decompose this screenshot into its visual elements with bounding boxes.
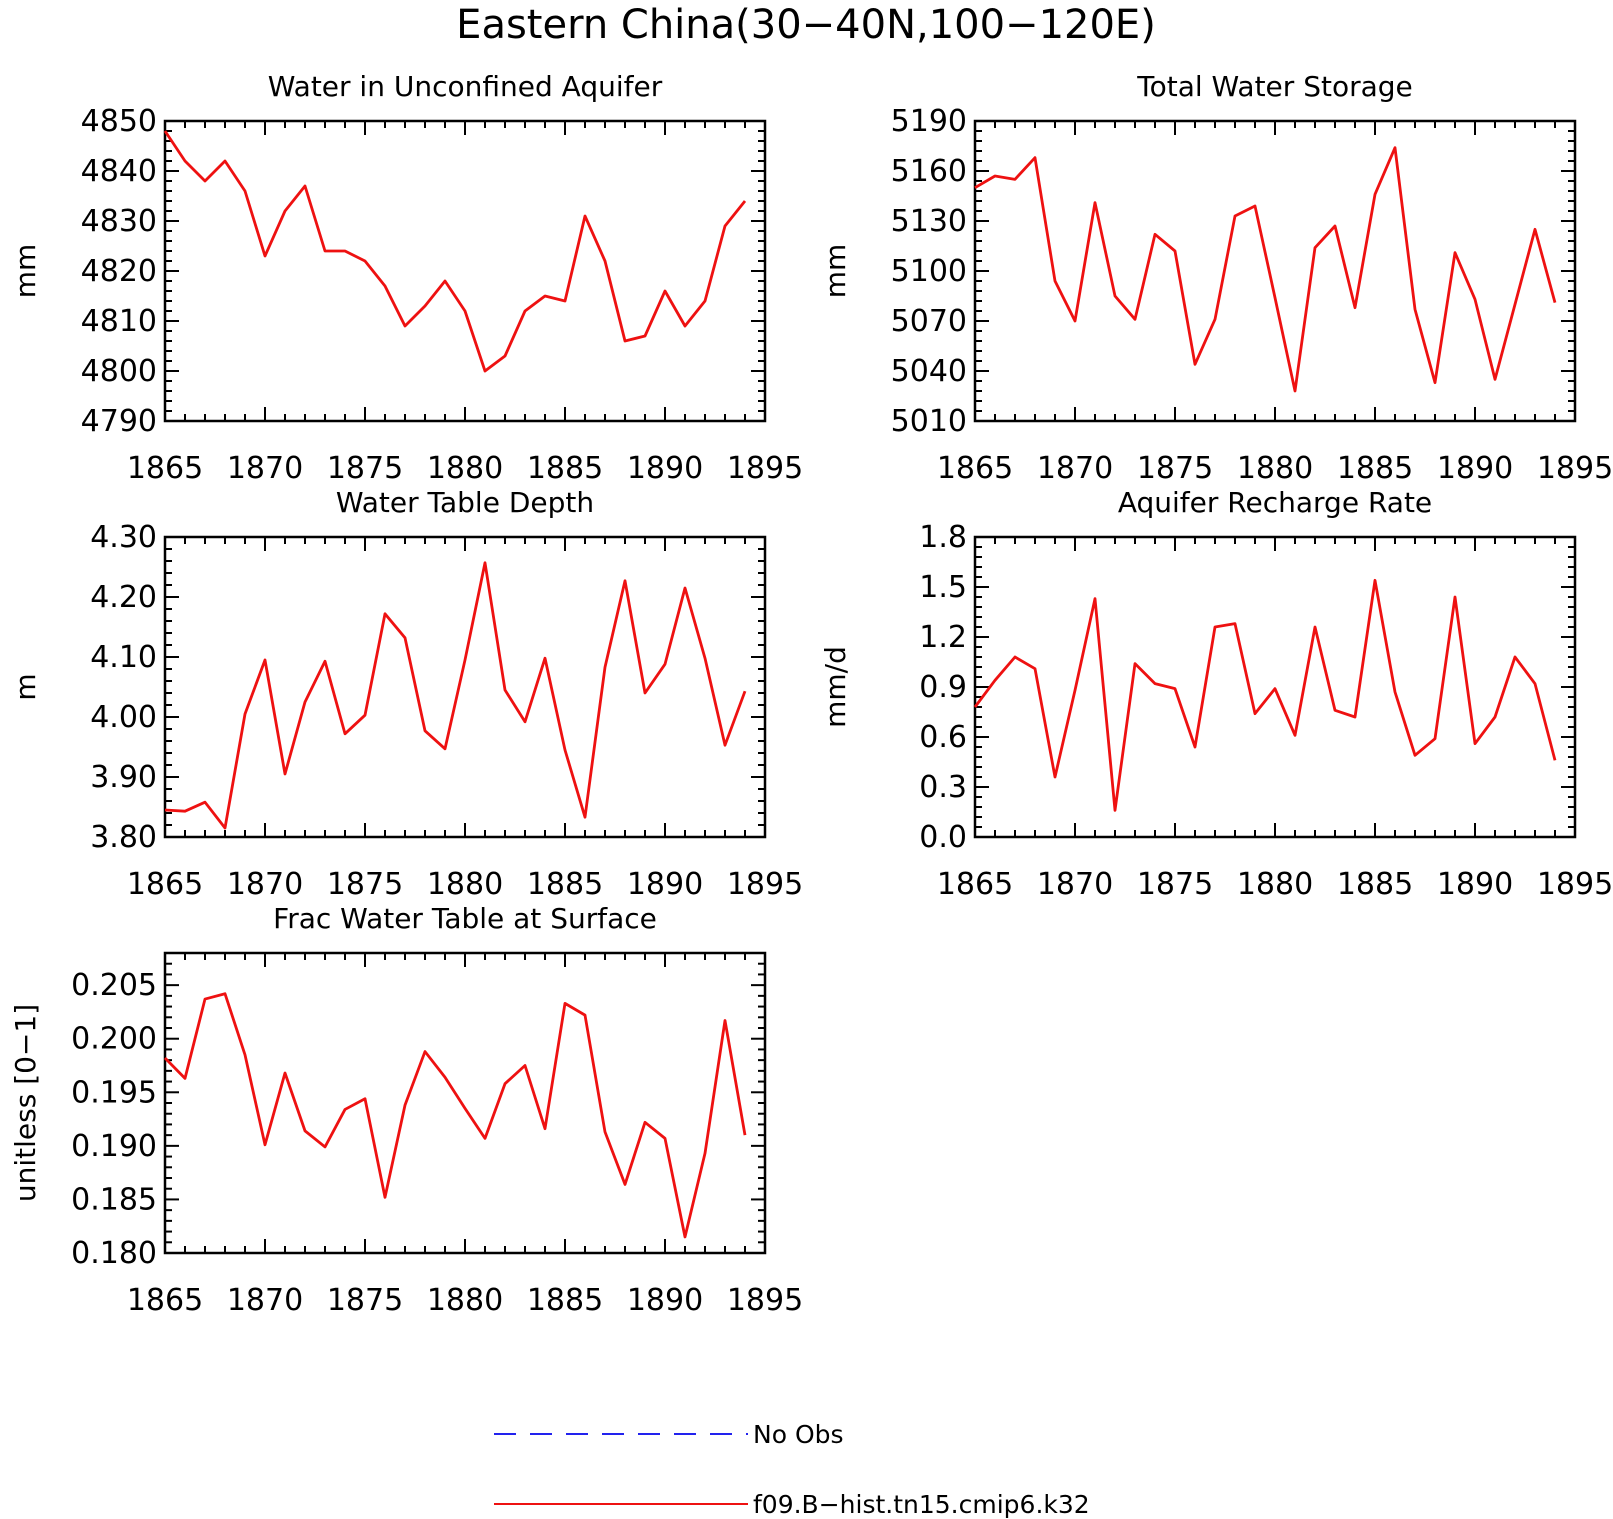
xtick-label: 1890 <box>627 867 703 902</box>
xtick-label: 1880 <box>427 451 503 486</box>
ytick-label: 4810 <box>81 304 157 339</box>
xtick-label: 1890 <box>1437 451 1513 486</box>
ytick-label: 3.90 <box>90 760 157 795</box>
ytick-label: 5010 <box>891 404 967 439</box>
ytick-label: 4800 <box>81 354 157 389</box>
ytick-label: 0.3 <box>919 770 967 805</box>
ytick-label: 0.200 <box>71 1022 157 1057</box>
xtick-label: 1885 <box>527 867 603 902</box>
series-line-frac-water-table-at-surface <box>164 992 747 1239</box>
series-line-aquifer-recharge-rate <box>973 578 1557 812</box>
plot-frame-total-water-storage <box>973 119 1577 423</box>
plot-frame-aquifer-recharge-rate <box>973 535 1577 839</box>
xtick-label: 1890 <box>627 451 703 486</box>
ylabel-aquifer-recharge-rate: mm/d <box>819 646 852 728</box>
ytick-label: 4.20 <box>90 580 157 615</box>
xtick-label: 1890 <box>627 1283 703 1318</box>
xtick-label: 1895 <box>1537 451 1613 486</box>
xtick-label: 1865 <box>937 867 1013 902</box>
ytick-label: 5190 <box>891 104 967 139</box>
ytick-label: 4840 <box>81 154 157 189</box>
xtick-label: 1870 <box>227 1283 303 1318</box>
ytick-label: 4820 <box>81 254 157 289</box>
xtick-label: 1870 <box>1037 867 1113 902</box>
xtick-label: 1875 <box>1137 867 1213 902</box>
xtick-label: 1885 <box>1337 451 1413 486</box>
ytick-label: 0.180 <box>71 1236 157 1271</box>
ylabel-water-table-depth: m <box>9 673 42 700</box>
legend-entry-model: f09.B−hist.tn15.cmip6.k32 <box>494 1490 1090 1519</box>
legend: No Obs f09.B−hist.tn15.cmip6.k32 <box>494 1420 1090 1519</box>
panel-frac-water-table-at-surface: Frac Water Table at Surface unitless [0−1… <box>9 902 803 1318</box>
xtick-label: 1870 <box>227 867 303 902</box>
ytick-label: 5160 <box>891 154 967 189</box>
ytick-label: 0.6 <box>919 720 967 755</box>
ylabel-water-in-unconfined-aquifer: mm <box>9 244 42 299</box>
ytick-label: 0.185 <box>71 1182 157 1217</box>
panel-title-aquifer-recharge-rate: Aquifer Recharge Rate <box>1118 486 1432 519</box>
ytick-label: 0.0 <box>919 820 967 855</box>
ylabel-total-water-storage: mm <box>819 244 852 299</box>
ytick-label: 4790 <box>81 404 157 439</box>
xtick-label: 1870 <box>227 451 303 486</box>
xtick-label: 1885 <box>1337 867 1413 902</box>
xtick-label: 1880 <box>427 1283 503 1318</box>
ytick-label: 5100 <box>891 254 967 289</box>
ytick-label: 5070 <box>891 304 967 339</box>
series-line-water-in-unconfined-aquifer <box>163 130 747 373</box>
xtick-label: 1865 <box>127 1283 203 1318</box>
xtick-label: 1880 <box>1237 867 1313 902</box>
xtick-label: 1890 <box>1437 867 1513 902</box>
panel-total-water-storage: Total Water Storage mm 1865 1870 1875 1880 188… <box>819 70 1613 486</box>
xtick-label: 1885 <box>527 451 603 486</box>
panel-water-table-depth: Water Table Depth m 1865 1870 1875 1880 1885 18… <box>9 486 803 902</box>
panel-title-water-table-depth: Water Table Depth <box>336 486 594 519</box>
xtick-label: 1865 <box>127 867 203 902</box>
ytick-label: 0.190 <box>71 1129 157 1164</box>
ytick-label: 0.9 <box>919 670 967 705</box>
xtick-label: 1875 <box>327 451 403 486</box>
ytick-label: 5040 <box>891 354 967 389</box>
panel-water-in-unconfined-aquifer: Water in Unconfined Aquifer mm 1865 1870 187… <box>9 70 803 486</box>
ytick-label: 4830 <box>81 204 157 239</box>
panel-title-total-water-storage: Total Water Storage <box>1136 70 1413 103</box>
xtick-label: 1865 <box>127 451 203 486</box>
panel-title-water-in-unconfined-aquifer: Water in Unconfined Aquifer <box>268 70 663 103</box>
series-line-water-table-depth <box>164 561 747 830</box>
ytick-label: 5130 <box>891 204 967 239</box>
xtick-label: 1870 <box>1037 451 1113 486</box>
ytick-label: 4.30 <box>90 520 157 555</box>
ytick-label: 1.8 <box>919 520 967 555</box>
xtick-label: 1895 <box>727 867 803 902</box>
xtick-label: 1865 <box>937 451 1013 486</box>
xtick-label: 1880 <box>1237 451 1313 486</box>
panel-title-frac-water-table-at-surface: Frac Water Table at Surface <box>273 902 657 935</box>
xtick-label: 1895 <box>727 1283 803 1318</box>
legend-label-model: f09.B−hist.tn15.cmip6.k32 <box>753 1490 1090 1519</box>
ytick-label: 1.5 <box>919 570 967 605</box>
ytick-label: 3.80 <box>90 820 157 855</box>
ytick-label: 4.10 <box>90 640 157 675</box>
xtick-label: 1875 <box>1137 451 1213 486</box>
plot-frame-water-in-unconfined-aquifer <box>163 119 767 423</box>
xtick-label: 1880 <box>427 867 503 902</box>
xtick-label: 1875 <box>327 867 403 902</box>
xtick-label: 1875 <box>327 1283 403 1318</box>
xtick-label: 1895 <box>727 451 803 486</box>
xtick-label: 1895 <box>1537 867 1613 902</box>
legend-label-no-obs: No Obs <box>753 1420 844 1449</box>
ytick-label: 1.2 <box>919 620 967 655</box>
panel-aquifer-recharge-rate: Aquifer Recharge Rate mm/d 1865 1870 1875 188… <box>819 486 1613 902</box>
ytick-label: 0.195 <box>71 1075 157 1110</box>
ytick-label: 0.205 <box>71 968 157 1003</box>
legend-entry-no-obs: No Obs <box>494 1420 844 1449</box>
ylabel-frac-water-table-at-surface: unitless [0−1] <box>9 1004 42 1202</box>
xtick-label: 1885 <box>527 1283 603 1318</box>
ytick-label: 4850 <box>81 104 157 139</box>
series-line-total-water-storage <box>974 146 1557 393</box>
ytick-label: 4.00 <box>90 700 157 735</box>
figure-title: Eastern China(30−40N,100−120E) <box>456 2 1156 48</box>
